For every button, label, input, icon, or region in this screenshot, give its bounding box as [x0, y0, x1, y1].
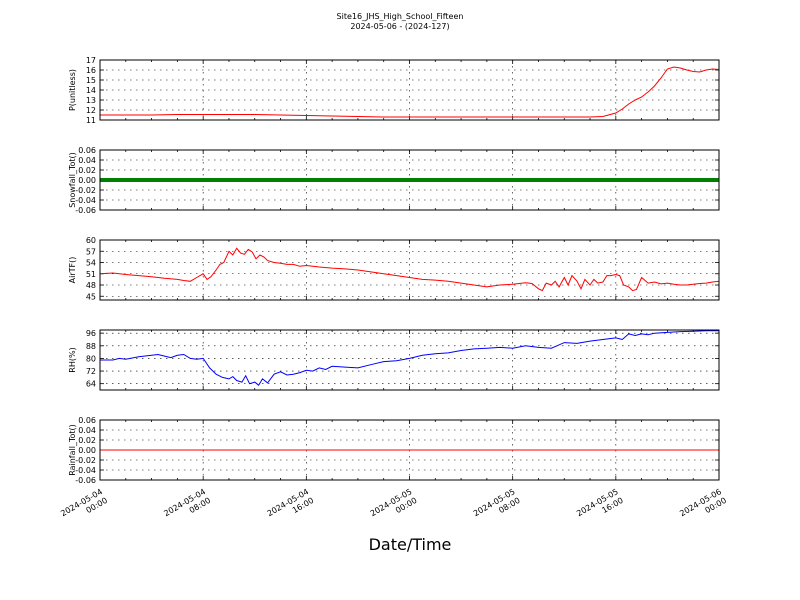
- y-tick-label: 14: [86, 86, 96, 95]
- y-tick-label: 0.04: [78, 426, 96, 435]
- y-tick-label: 11: [86, 116, 96, 125]
- y-axis-label: Rainfall_Tot(): [68, 424, 77, 476]
- y-tick-label: 72: [86, 367, 96, 376]
- y-tick-label: -0.04: [75, 196, 96, 205]
- y-tick-label: 45: [86, 292, 96, 301]
- panel-1: 0.060.040.020.00-0.02-0.04-0.06Snowfall_…: [68, 146, 720, 215]
- y-axis-label: RH(%): [68, 347, 77, 372]
- y-tick-label: -0.04: [75, 466, 96, 475]
- y-tick-label: 54: [86, 259, 96, 268]
- y-tick-label: 0.02: [78, 166, 96, 175]
- y-tick-label: 48: [86, 281, 96, 290]
- y-tick-label: 88: [86, 342, 96, 351]
- y-tick-label: 16: [86, 66, 96, 75]
- y-tick-label: -0.02: [75, 186, 96, 195]
- y-tick-label: 17: [86, 56, 96, 65]
- y-tick-label: 51: [86, 270, 96, 279]
- panel-frame: [99, 329, 720, 391]
- y-tick-label: 12: [86, 106, 96, 115]
- chart-title: Site16_JHS_High_School_Fifteen: [337, 12, 464, 21]
- y-tick-label: -0.06: [75, 206, 96, 215]
- y-axis-label: Snowfall_Tot(): [68, 152, 77, 208]
- y-tick-label: 0.06: [78, 146, 96, 155]
- panel-3: 64 72 80 88 96 RH(%): [68, 329, 720, 391]
- y-tick-label: 13: [86, 96, 96, 105]
- y-axis-label: AirTF(): [68, 257, 77, 284]
- y-tick-label: 15: [86, 76, 96, 85]
- y-tick-label: 0.00: [78, 446, 96, 455]
- y-tick-label: 0.02: [78, 436, 96, 445]
- y-tick-label: 64: [86, 380, 96, 389]
- panel-frame: [99, 419, 720, 481]
- y-axis-label: P(unitless): [68, 69, 77, 111]
- panel-2: 45 48 51 54 57 60 AirTF(): [68, 236, 720, 301]
- panel-frame: [99, 59, 720, 121]
- y-tick-label: 60: [86, 236, 96, 245]
- panel-frame: [99, 149, 720, 211]
- y-tick-label: 0.04: [78, 156, 96, 165]
- series-line-0: [100, 66, 720, 118]
- series-line-3: [100, 330, 719, 387]
- chart-subtitle: 2024-05-06 - (2024-127): [350, 22, 449, 31]
- y-tick-label: 0.00: [78, 176, 96, 185]
- y-tick-label: -0.02: [75, 456, 96, 465]
- x-axis-label: Date/Time: [369, 535, 452, 554]
- series-line-2: [99, 247, 720, 292]
- panel-frame: [99, 239, 720, 301]
- y-tick-label: 57: [86, 247, 96, 256]
- panels-group: 11121314151617P(unitless)0.060.040.020.0…: [68, 56, 720, 485]
- y-tick-label: 80: [86, 354, 96, 363]
- y-tick-label: -0.06: [75, 476, 96, 485]
- y-tick-label: 96: [86, 329, 96, 338]
- panel-4: 0.060.040.020.00-0.02-0.04-0.06Rainfall_…: [68, 416, 720, 485]
- y-tick-label: 0.06: [78, 416, 96, 425]
